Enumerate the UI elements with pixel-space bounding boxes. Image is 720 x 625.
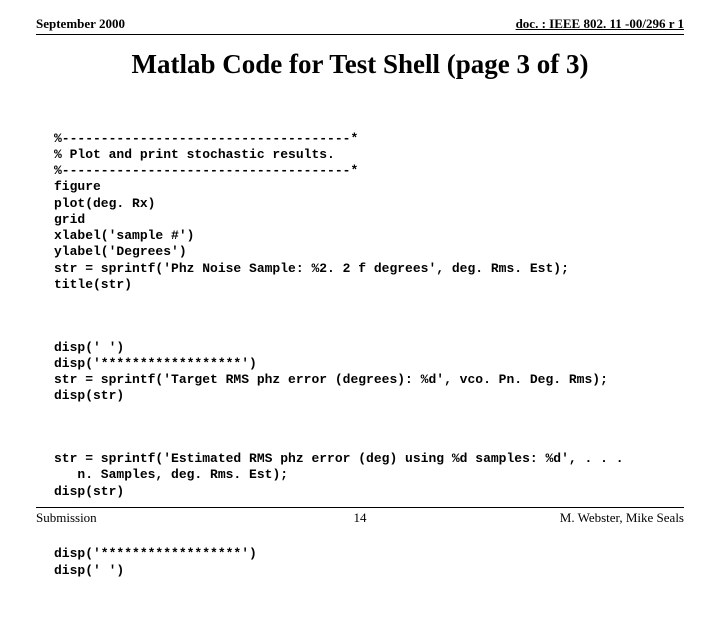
document-page: September 2000 doc. : IEEE 802. 11 -00/2…	[0, 0, 720, 540]
page-title: Matlab Code for Test Shell (page 3 of 3)	[36, 49, 684, 80]
code-group-4: disp('******************') disp(' ')	[54, 546, 684, 579]
footer-left: Submission	[36, 510, 97, 526]
page-header: September 2000 doc. : IEEE 802. 11 -00/2…	[36, 16, 684, 35]
header-date: September 2000	[36, 16, 125, 32]
footer-page-number: 14	[354, 510, 367, 526]
code-group-2: disp(' ') disp('******************') str…	[54, 340, 684, 405]
header-doc-id: doc. : IEEE 802. 11 -00/296 r 1	[516, 16, 684, 32]
page-footer: Submission 14 M. Webster, Mike Seals	[36, 501, 684, 526]
code-group-1: %-------------------------------------* …	[54, 131, 684, 294]
footer-row: Submission 14 M. Webster, Mike Seals	[36, 508, 684, 526]
code-listing: %-------------------------------------* …	[54, 98, 684, 625]
code-group-3: str = sprintf('Estimated RMS phz error (…	[54, 451, 684, 500]
footer-author: M. Webster, Mike Seals	[560, 510, 684, 526]
